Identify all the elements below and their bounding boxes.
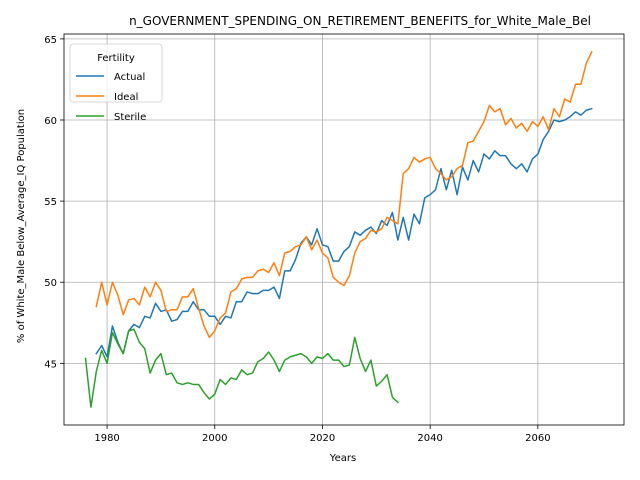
y-tick-label: 60 [44,116,57,127]
series-lines [84,50,593,408]
legend-label-actual: Actual [114,72,145,83]
axis-ticks: 1980 2000 2020 2040 2060 45 50 55 60 65 [44,35,550,444]
series-line-sterile [84,328,399,408]
plot-frame [63,33,625,426]
y-axis-label: % of White_Male Below_Average_IQ Populat… [16,109,27,343]
y-tick-label: 45 [44,359,57,370]
legend: Fertility Actual Ideal Sterile [69,43,163,123]
chart-title: n_GOVERNMENT_SPENDING_ON_RETIREMENT_BENE… [129,14,591,28]
legend-label-ideal: Ideal [114,92,138,103]
x-tick-label: 1980 [94,433,119,444]
y-tick-label: 50 [44,278,57,289]
grid [64,34,624,425]
y-tick-label: 55 [44,197,57,208]
y-tick-label: 65 [44,35,57,46]
series-line-ideal [95,50,593,339]
series-line-actual [95,107,593,358]
x-axis-label: Years [329,453,356,464]
x-tick-label: 2000 [202,433,227,444]
x-tick-label: 2040 [417,433,442,444]
legend-title: Fertility [97,53,135,64]
legend-box [69,43,163,103]
x-tick-label: 2020 [310,433,335,444]
legend-label-sterile: Sterile [114,112,146,123]
x-tick-label: 2060 [525,433,550,444]
